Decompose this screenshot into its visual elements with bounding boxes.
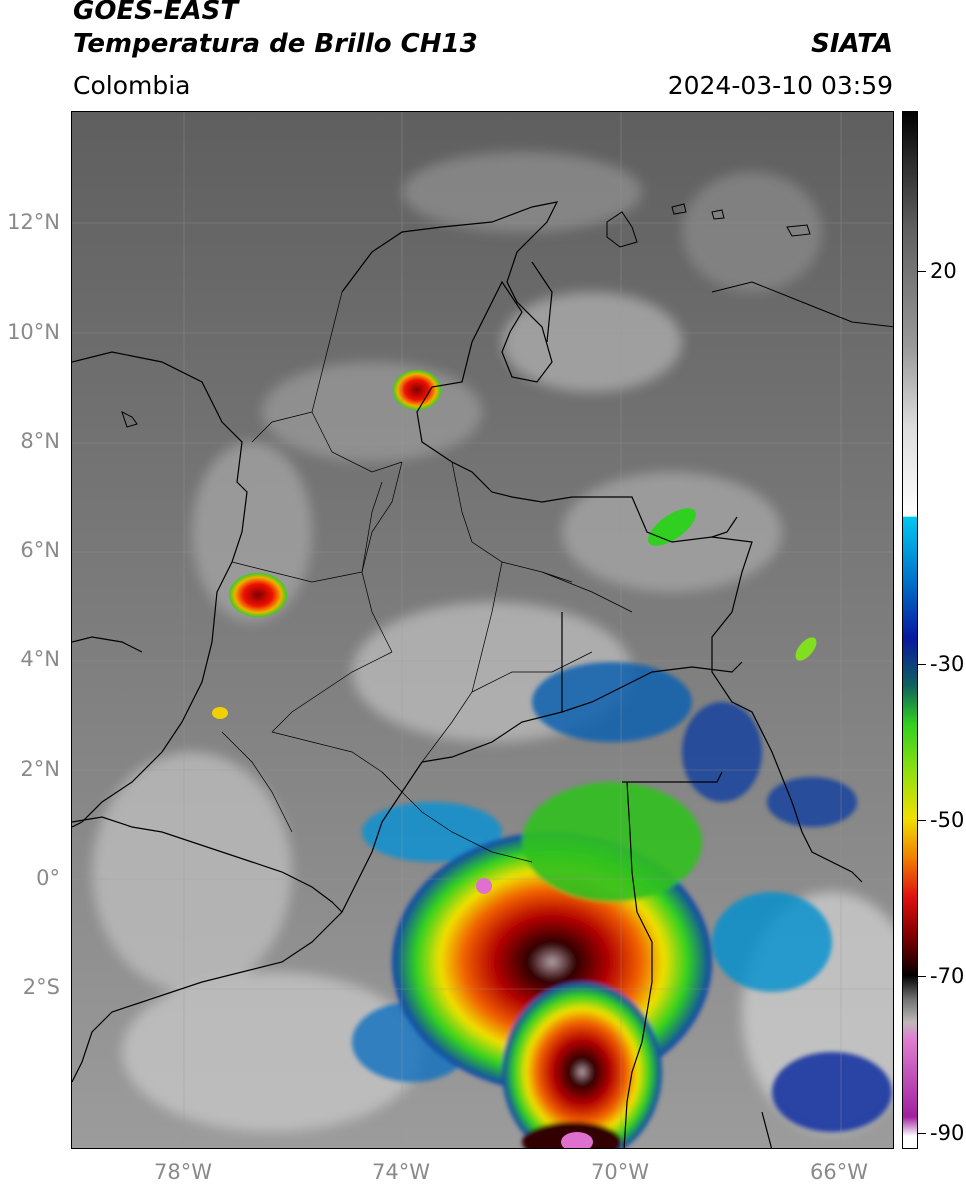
graticule: [72, 112, 893, 1148]
lat-label: 12°N: [7, 210, 60, 234]
colorbar-label: -70: [930, 964, 965, 988]
colorbar-label: -30: [930, 652, 965, 676]
product-title: Temperatura de Brillo CH13: [73, 29, 478, 59]
colorbar-label: -50: [930, 808, 965, 832]
colorbar-tick: [918, 976, 926, 977]
lat-label: 2°S: [22, 975, 60, 999]
colorbar-tick: [918, 1133, 926, 1134]
lon-label: 78°W: [154, 1160, 212, 1184]
cold-cloud-tops: [352, 662, 892, 1148]
lon-label: 74°W: [372, 1160, 430, 1184]
lat-label: 8°N: [20, 429, 60, 453]
lon-label: 66°W: [810, 1160, 868, 1184]
lat-label: 4°N: [20, 647, 60, 671]
lon-label: 70°W: [591, 1160, 649, 1184]
colorbar-label: -90: [930, 1121, 965, 1145]
lat-label: 6°N: [20, 538, 60, 562]
lat-label: 0°: [36, 866, 60, 890]
lat-label: 2°N: [20, 757, 60, 781]
satellite-map[interactable]: [71, 111, 894, 1149]
region-label: Colombia: [73, 71, 191, 100]
brand-label: SIATA: [811, 29, 893, 59]
datetime-label: 2024-03-10 03:59: [667, 71, 893, 100]
storm-cells: [212, 370, 817, 1148]
country-borders: [72, 201, 863, 1148]
satellite-title: GOES-EAST: [73, 0, 239, 26]
colorbar-tick: [918, 820, 926, 821]
colorbar-label: 20: [930, 259, 957, 283]
islands-coast: [121, 203, 893, 428]
colorbar-tick: [918, 271, 926, 272]
department-borders: [221, 291, 633, 863]
lat-label: 10°N: [7, 320, 60, 344]
colorbar: [902, 111, 918, 1149]
colorbar-tick: [918, 664, 926, 665]
